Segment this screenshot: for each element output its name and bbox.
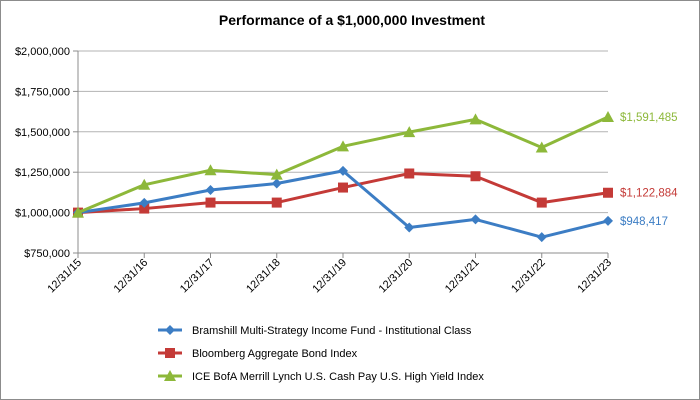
y-tick-label: $2,000,000 [15,46,70,58]
data-point [404,222,415,233]
data-point [404,168,415,179]
data-point [271,197,282,208]
x-tick-label: 12/31/20 [377,257,416,296]
y-tick-label: $1,500,000 [15,127,70,139]
legend-item: ICE BofA Merrill Lynch U.S. Cash Pay U.S… [158,370,484,383]
legend: Bramshill Multi-Strategy Income Fund - I… [158,325,484,383]
legend-item: Bloomberg Aggregate Bond Index [158,348,358,360]
y-axis-ticks: $750,000 $1,000,000 $1,250,000 $1,500,000 $1… [15,46,78,260]
x-tick-label: 12/31/23 [575,257,614,296]
data-point [204,164,217,176]
axes [77,51,608,254]
legend-label: ICE BofA Merrill Lynch U.S. Cash Pay U.S… [192,371,484,383]
data-point [403,126,416,138]
x-tick-label: 12/31/19 [310,257,349,296]
legend-label: Bloomberg Aggregate Bond Index [192,348,358,360]
y-tick-label: $750,000 [24,248,70,260]
series-group [72,111,614,243]
data-point [470,171,481,182]
data-point [470,214,481,225]
legend-marker [165,348,175,358]
y-tick-label: $1,750,000 [15,86,70,98]
legend-label: Bramshill Multi-Strategy Income Fund - I… [192,325,472,337]
series-triangle [72,111,614,218]
data-point [536,197,547,208]
data-point [138,178,151,190]
data-point [535,141,548,153]
data-point [139,203,150,214]
chart-title: Performance of a $1,000,000 Investment [219,12,485,28]
x-axis-ticks: 12/31/15 12/31/16 12/31/17 12/31/18 12/31/19… [45,253,614,295]
y-tick-label: $1,250,000 [15,167,70,179]
data-point [536,232,547,243]
data-point [337,140,349,152]
data-point [270,168,283,180]
data-point [338,165,348,176]
series-diamond [73,165,613,243]
gridlines [78,50,608,254]
data-point [603,215,613,226]
x-tick-label: 12/31/22 [509,257,548,296]
data-point [205,197,216,208]
data-point [271,178,282,189]
legend-item: Bramshill Multi-Strategy Income Fund - I… [158,325,472,337]
data-point [603,187,613,198]
series-line [77,171,609,215]
data-point [602,111,614,123]
end-value-label: $1,122,884 [620,188,678,200]
x-tick-label: 12/31/15 [45,257,84,296]
end-value-label: $948,417 [620,216,668,228]
y-tick-label: $1,000,000 [15,208,70,220]
data-point [338,182,348,193]
end-labels: $1,122,884 $948,417 $1,591,485 [620,112,678,228]
data-point [469,113,482,125]
x-tick-label: 12/31/17 [178,257,217,296]
data-point [139,197,150,208]
data-point [72,206,84,218]
legend-marker [164,370,176,381]
legend-marker [165,325,175,335]
x-tick-label: 12/31/18 [244,257,283,296]
data-point [205,184,216,195]
x-tick-label: 12/31/21 [443,257,482,296]
end-value-label: $1,591,485 [620,112,678,124]
x-tick-label: 12/31/16 [112,257,151,296]
